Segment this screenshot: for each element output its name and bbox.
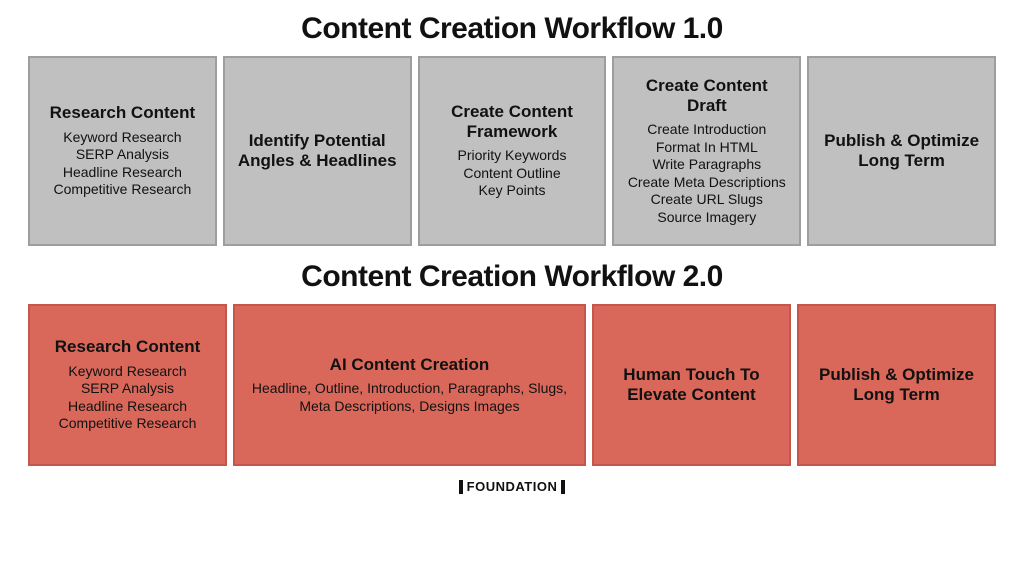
card-title: Human Touch To Elevate Content: [606, 365, 777, 404]
workflow1-row: Research Content Keyword ResearchSERP Ana…: [28, 56, 996, 246]
card-item: Create Introduction: [647, 121, 766, 139]
card-item: Competitive Research: [54, 181, 192, 199]
card-item: Create URL Slugs: [651, 191, 763, 209]
row1-card-3: Create Content Draft Create IntroductionF…: [612, 56, 801, 246]
row2-card-0: Research Content Keyword ResearchSERP Ana…: [28, 304, 227, 466]
card-title: Identify Potential Angles & Headlines: [237, 131, 398, 170]
row1-card-1: Identify Potential Angles & Headlines: [223, 56, 412, 246]
workflow2-title: Content Creation Workflow 2.0: [301, 260, 723, 294]
card-title: Research Content: [50, 103, 195, 123]
card-title: AI Content Creation: [330, 355, 490, 375]
row1-card-0: Research Content Keyword ResearchSERP Ana…: [28, 56, 217, 246]
card-title: Publish & Optimize Long Term: [811, 365, 982, 404]
card-item: Key Points: [479, 182, 546, 200]
card-item: Priority Keywords: [458, 147, 567, 165]
row2-card-3: Publish & Optimize Long Term: [797, 304, 996, 466]
workflow1-title: Content Creation Workflow 1.0: [301, 12, 723, 46]
card-items: Keyword ResearchSERP AnalysisHeadline Re…: [54, 129, 192, 199]
card-item: SERP Analysis: [76, 146, 169, 164]
card-item: Content Outline: [463, 165, 560, 183]
card-item: Source Imagery: [657, 209, 756, 227]
card-title: Publish & Optimize Long Term: [821, 131, 982, 170]
workflow2-row: Research Content Keyword ResearchSERP Ana…: [28, 304, 996, 466]
card-item: Create Meta Descriptions: [628, 174, 786, 192]
card-items: Keyword ResearchSERP AnalysisHeadline Re…: [59, 363, 197, 433]
card-desc: Headline, Outline, Introduction, Paragra…: [247, 380, 572, 415]
row2-card-1: AI Content Creation Headline, Outline, In…: [233, 304, 586, 466]
card-title: Research Content: [55, 337, 200, 357]
card-item: Competitive Research: [59, 415, 197, 433]
card-title: Create Content Framework: [432, 102, 593, 141]
foundation-logo: FOUNDATION: [459, 480, 566, 494]
card-item: Format In HTML: [656, 139, 758, 157]
card-items: Create IntroductionFormat In HTMLWrite P…: [628, 121, 786, 226]
row1-card-2: Create Content Framework Priority Keyword…: [418, 56, 607, 246]
row1-card-4: Publish & Optimize Long Term: [807, 56, 996, 246]
card-item: SERP Analysis: [81, 380, 174, 398]
card-items: Priority KeywordsContent OutlineKey Poin…: [458, 147, 567, 200]
card-item: Headline Research: [63, 164, 182, 182]
card-item: Keyword Research: [68, 363, 186, 381]
row2-card-2: Human Touch To Elevate Content: [592, 304, 791, 466]
page-root: Content Creation Workflow 1.0 Research C…: [0, 0, 1024, 573]
card-item: Write Paragraphs: [652, 156, 761, 174]
card-item: Headline Research: [68, 398, 187, 416]
card-item: Keyword Research: [63, 129, 181, 147]
card-title: Create Content Draft: [626, 76, 787, 115]
